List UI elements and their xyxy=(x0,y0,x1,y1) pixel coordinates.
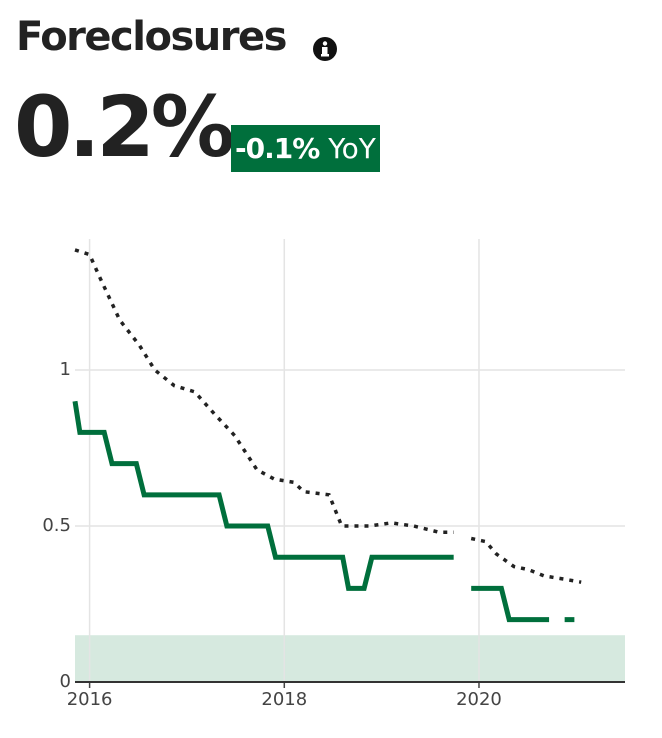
series-line xyxy=(74,248,582,584)
x-tick-label: 2016 xyxy=(67,689,113,710)
info-icon[interactable] xyxy=(312,36,338,62)
series-line xyxy=(72,400,575,623)
y-tick-label: 0 xyxy=(60,671,71,692)
band xyxy=(75,635,625,682)
change-suffix: YoY xyxy=(328,132,376,165)
headline-value: 0.2% xyxy=(14,78,235,176)
change-badge: -0.1% YoY xyxy=(231,125,380,172)
y-tick-label: 1 xyxy=(60,359,71,380)
title: Foreclosures xyxy=(16,14,287,60)
y-tick-label: 0.5 xyxy=(42,515,71,536)
change-value: -0.1% xyxy=(235,132,320,165)
x-tick-label: 2018 xyxy=(261,689,307,710)
x-tick-label: 2020 xyxy=(456,689,502,710)
